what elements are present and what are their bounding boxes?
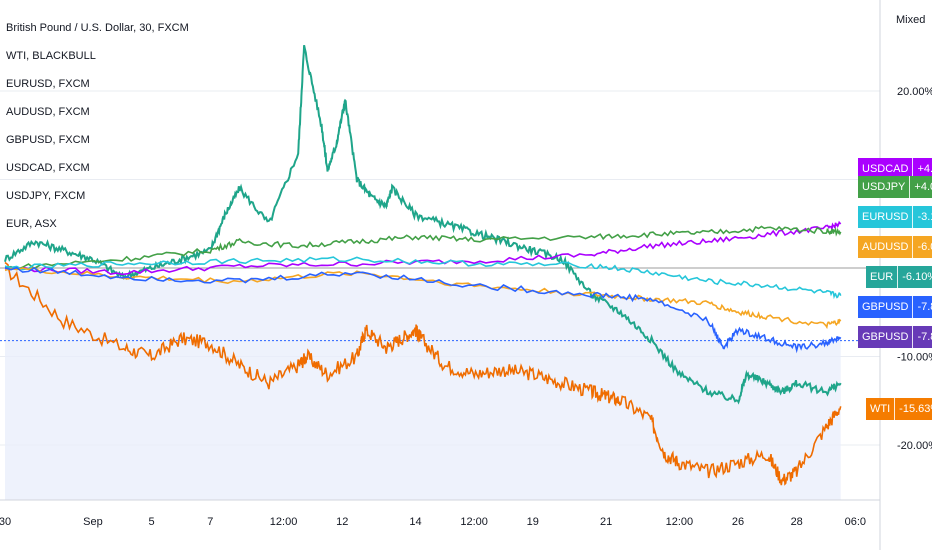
x-axis-ticks: 30 Sep 5 7 12:00 12 14 12:00 19 21 12:00 26 28 06:0 — [0, 516, 866, 528]
legend-item-audusd[interactable]: AUDUSD, FXCM — [6, 106, 90, 118]
last-value-tag[interactable]: USDCAD+4.98% — [858, 158, 932, 180]
tag-symbol: WTI — [866, 398, 896, 420]
tag-value: -15.63% — [899, 403, 932, 415]
tag-value: -6.00% — [917, 241, 932, 253]
x-tick-label: 21 — [600, 516, 612, 528]
x-tick-label: 30 — [0, 516, 11, 528]
legend-item-gbpusd[interactable]: GBPUSD, FXCM — [6, 134, 90, 146]
series-usdcad[interactable] — [4, 220, 842, 276]
last-value-tag[interactable]: EUR-6.10% — [866, 266, 932, 288]
last-value-tag[interactable]: AUDUSD-6.00% — [858, 236, 932, 258]
tag-value: +4.98% — [917, 163, 932, 175]
last-value-tag[interactable]: USDJPY+4.08% — [858, 176, 932, 198]
tag-value: -6.10% — [902, 271, 932, 283]
legend-item-usdjpy[interactable]: USDJPY, FXCM — [6, 190, 86, 202]
x-tick-label: 14 — [409, 516, 421, 528]
x-tick-label: 28 — [791, 516, 803, 528]
tag-symbol: EUR — [866, 266, 899, 288]
x-tick-label: 12:00 — [270, 516, 298, 528]
legend-item-eurusd[interactable]: EURUSD, FXCM — [6, 78, 90, 90]
tag-symbol: GBPUSD — [858, 326, 914, 348]
series-layer — [4, 44, 842, 486]
tag-symbol: USDCAD — [858, 158, 914, 180]
y-tick-label: -20.00% — [897, 440, 932, 452]
series-gbpusd[interactable] — [4, 266, 842, 354]
x-tick-label: 12:00 — [460, 516, 488, 528]
x-tick-label: 19 — [527, 516, 539, 528]
tag-value: -7.83% — [917, 301, 932, 313]
y-tick-label: 20.00% — [897, 86, 932, 98]
x-tick-label: 5 — [149, 516, 155, 528]
tag-value: -3.13% — [917, 211, 932, 223]
scale-mode-label[interactable]: Mixed — [896, 14, 926, 26]
x-tick-label: 26 — [732, 516, 744, 528]
x-tick-label: Sep — [83, 516, 103, 528]
x-tick-label: 06:0 — [845, 516, 866, 528]
last-value-tag[interactable]: EURUSD-3.13% — [858, 206, 932, 228]
last-value-tag[interactable]: WTI-15.63% — [866, 398, 932, 420]
tag-symbol: EURUSD — [858, 206, 914, 228]
last-value-tag[interactable]: GBPUSD-7.83% — [858, 326, 932, 348]
tag-symbol: AUDUSD — [858, 236, 914, 258]
series-usdjpy[interactable] — [4, 225, 842, 271]
series-eurusd[interactable] — [4, 256, 842, 300]
tag-value: -7.83% — [917, 331, 932, 343]
series-wti[interactable] — [4, 261, 842, 486]
legend-item-wti[interactable]: WTI, BLACKBULL — [6, 50, 96, 62]
series-wti-line[interactable] — [4, 44, 842, 405]
x-tick-label: 12:00 — [666, 516, 694, 528]
tag-symbol: USDJPY — [858, 176, 911, 198]
legend-title[interactable]: British Pound / U.S. Dollar, 30, FXCM — [6, 22, 189, 34]
legend-item-usdcad[interactable]: USDCAD, FXCM — [6, 162, 90, 174]
x-tick-label: 12 — [336, 516, 348, 528]
x-tick-label: 7 — [207, 516, 213, 528]
area-fill — [5, 267, 841, 500]
y-tick-label: -10.00% — [897, 352, 932, 364]
tag-symbol: GBPUSD — [858, 296, 914, 318]
legend-item-eur[interactable]: EUR, ASX — [6, 218, 57, 230]
last-value-tag[interactable]: GBPUSD-7.83% — [858, 296, 932, 318]
tag-value: +4.08% — [914, 181, 932, 193]
y-axis-ticks: 20.00% -10.00% -20.00% — [897, 86, 932, 452]
